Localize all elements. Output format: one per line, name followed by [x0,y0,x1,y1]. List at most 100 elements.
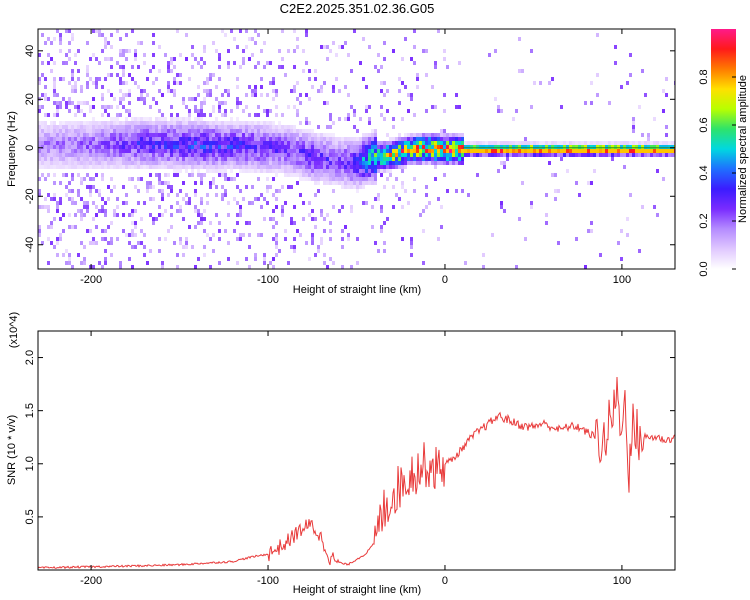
spectrogram-cell [215,193,218,197]
spectrogram-cell [101,237,104,241]
spectrogram-cell [329,169,332,173]
spectrogram-cell [653,145,656,149]
spectrogram-cell [47,145,50,149]
spectrogram-cell [197,145,200,149]
spectrogram-cell [116,121,119,125]
spectrogram-cell [206,129,209,133]
spectrogram-cell [383,169,386,173]
spectrogram-cell [170,149,173,153]
spectrogram-cell [356,137,359,141]
spectrogram-cell [641,133,644,137]
spectrogram-cell [71,197,74,201]
spectrogram-cell [197,169,200,173]
spectrogram-cell [299,141,302,145]
spectrogram-cell [317,177,320,181]
spectrogram-cell [92,201,95,205]
spectrogram-cell [122,81,125,85]
spectrogram-cell [203,125,206,129]
spectrogram-cell [410,241,413,245]
spectrogram-cell [209,129,212,133]
spectrogram-cell [254,41,257,45]
spectrogram-cell [170,145,173,149]
spectrogram-cell [140,93,143,97]
spectrogram-cell [470,153,473,157]
spectrogram-cell [68,133,71,137]
spectrogram-cell [71,77,74,81]
spectrogram-cell [260,85,263,89]
spectrogram-cell [353,29,356,33]
spectrogram-cell [233,121,236,125]
spectrogram-cell [257,233,260,237]
spectrogram-cell [308,149,311,153]
spectrogram-cell [92,265,95,269]
spectrogram-cell [338,169,341,173]
spectrogram-cell [98,145,101,149]
spectrogram-cell [281,153,284,157]
spectrogram-cell [137,189,140,193]
spectrogram-cell [656,213,659,217]
spectrogram-cell [146,161,149,165]
spectrogram-cell [200,221,203,225]
spectrogram-cell [344,145,347,149]
spectrogram-cell [236,221,239,225]
spectrogram-cell [176,265,179,269]
spectrogram-cell [167,161,170,165]
spectrogram-cell [107,149,110,153]
spectrogram-cell [50,57,53,61]
spectrogram-cell [71,177,74,181]
spectrogram-cell [323,101,326,105]
spectrogram-cell [41,145,44,149]
spectrogram-cell [131,77,134,81]
spectrogram-cell [179,73,182,77]
spectrogram-cell [107,141,110,145]
spectrogram-cell [95,57,98,61]
spectrogram-cell [221,193,224,197]
spectrogram-cell [488,141,491,145]
spectrogram-cell [431,133,434,137]
spectrogram-cell [245,93,248,97]
spectrogram-cell [98,141,101,145]
spectrogram-cell [530,105,533,109]
spectrogram-cell [191,65,194,69]
spectrogram-cell [554,149,557,153]
spectrogram-cell [62,137,65,141]
spectrogram-cell [215,129,218,133]
spectrogram-cell [320,89,323,93]
spectrogram-cell [527,153,530,157]
spectrogram-cell [380,165,383,169]
spectrogram-cell [296,113,299,117]
spectrogram-cell [116,149,119,153]
spectrogram-cell [347,173,350,177]
spectrogram-cell [518,149,521,153]
spectrogram-cell [398,153,401,157]
spectrogram-cell [98,149,101,153]
spectrogram-cell [98,129,101,133]
spectrogram-cell [146,145,149,149]
spectrogram-cell [341,205,344,209]
spectrogram-cell [545,149,548,153]
spectrogram-cell [311,237,314,241]
spectrogram-cell [404,145,407,149]
spectrogram-cell [305,173,308,177]
spectrogram-cell [416,133,419,137]
spectrogram-cell [98,133,101,137]
spectrogram-cell [353,181,356,185]
spectrogram-cell [212,133,215,137]
spectrogram-cell [185,121,188,125]
spectrogram-cell [134,145,137,149]
spectrogram-cell [257,177,260,181]
spectrogram-cell [332,121,335,125]
spectrogram-cell [269,165,272,169]
spectrogram-cell [371,165,374,169]
spectrogram-cell [362,141,365,145]
spectrogram-cell [284,149,287,153]
spectrogram-cell [233,133,236,137]
spectrogram-cell [365,201,368,205]
spectrogram-cell [224,157,227,161]
spectrogram-cell [446,189,449,193]
spectrogram-cell [176,193,179,197]
spectrogram-cell [398,141,401,145]
spectrogram-cell [203,89,206,93]
spectrogram-cell [428,157,431,161]
spectrogram-cell [146,137,149,141]
